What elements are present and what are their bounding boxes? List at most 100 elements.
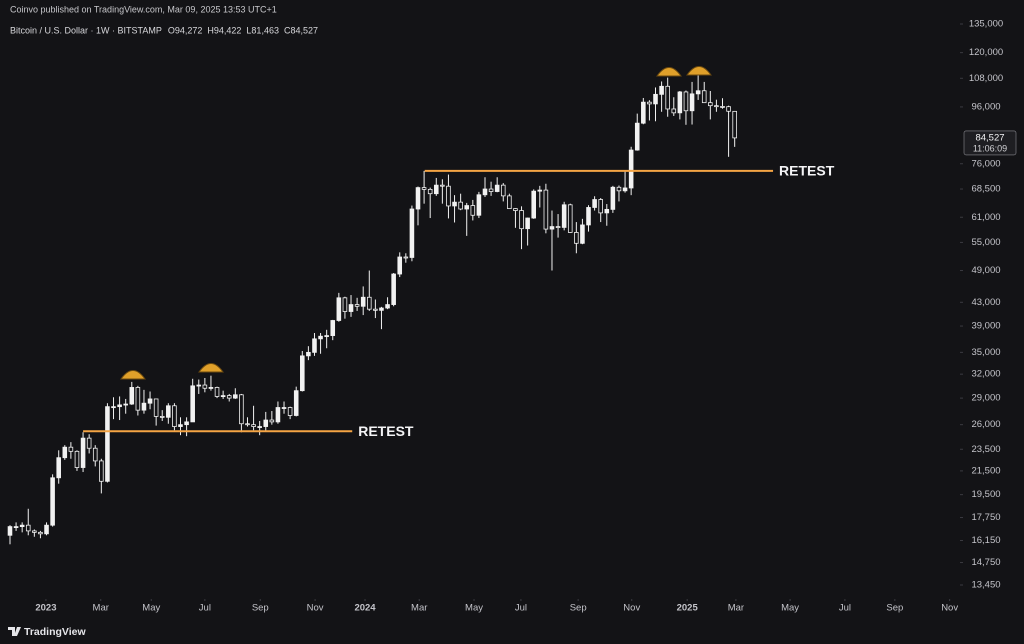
y-tick-label: 43,000 [971,297,1000,308]
candle-body [549,226,555,230]
brand-logo [8,627,21,636]
candle-body [92,447,98,462]
y-tick-label: 35,000 [971,347,1000,358]
y-tick-label: 76,000 [971,158,1000,169]
candle-body [683,91,689,112]
candle-body [421,187,427,190]
y-tick-label: 55,000 [971,237,1000,248]
candle-body [263,419,269,427]
candle-body [671,108,677,114]
candle-body [403,256,409,259]
candle-body [19,524,25,527]
candle-body [433,184,439,195]
candle-body [567,204,573,233]
retest-label: RETEST [779,163,835,179]
candle-body [628,149,634,189]
candle-body [379,307,384,311]
candle-body [269,419,275,423]
candle-body [446,185,451,207]
x-tick-label: Nov [623,603,640,614]
candle-body [659,85,664,95]
y-tick-label: 29,000 [971,393,1000,404]
candle-body [507,195,512,210]
candle-body [701,90,707,104]
candle-body [653,93,658,105]
retest-label: RETEST [358,423,414,439]
candle-body [293,390,299,416]
x-tick-label: Sep [886,603,903,614]
y-tick-label: 23,500 [971,444,1000,455]
candle-body [117,404,122,408]
candle-body [129,387,135,405]
price-tag [963,130,1017,156]
x-tick-label: Jul [199,603,211,614]
candle-body [476,194,482,216]
candle-body [647,101,652,105]
candle-body [330,320,336,336]
x-tick-label: Mar [93,603,109,614]
candle-body [464,205,470,210]
candle-body [641,101,646,124]
top-marker [656,67,682,77]
candle-body [68,446,74,452]
candle-body [726,106,731,112]
candle-body [452,201,457,207]
y-tick-label: 108,000 [969,73,1003,84]
y-tick-label: 120,000 [969,47,1003,58]
candle-body [366,296,372,310]
candle-body [147,398,153,404]
ohlc-value: O94,272 [168,25,203,35]
candle-body [695,90,701,95]
candle-body [239,394,244,425]
y-tick-label: 14,750 [971,557,1000,568]
x-tick-label: May [781,603,799,614]
candle-body [732,110,737,139]
plot-area: 135,000 120,000 108,000 96,000 76,000 68,500 6… [7,19,1017,614]
x-tick-label: May [465,603,483,614]
candle-body [275,407,281,423]
candle-body [342,297,348,312]
x-tick-label: Mar [728,603,744,614]
candle-body [586,207,591,226]
candle-body [714,105,719,108]
candle-body [202,384,208,389]
candle-body [708,102,713,107]
candle-body [257,426,262,428]
candle-body [318,335,323,340]
candle-body [50,477,55,526]
candle-body [306,351,311,357]
candle-body [354,304,360,307]
candle-body [555,226,561,228]
candle-body [7,526,13,536]
candle-body [56,457,61,479]
candle-body [360,296,366,307]
footer: TradingView [8,626,86,638]
candle-body [610,186,616,210]
top-marker [198,363,224,373]
candle-body [616,186,622,192]
candle-body [561,204,567,228]
candle-body [488,188,494,192]
candle-body [13,526,19,528]
candle-body [123,403,128,406]
candle-body [190,385,195,423]
candle-body [135,387,141,411]
x-tick-label: Mar [411,603,427,614]
x-tick-label: Sep [570,603,587,614]
ohlc-value: C84,527 [284,25,318,35]
candle-body [500,184,506,197]
x-tick-label: 2025 [677,603,699,614]
candle-body [25,524,31,532]
ohlc-value: H94,422 [207,25,241,35]
candle-body [622,187,628,192]
candle-body [494,184,500,192]
y-tick-label: 21,500 [971,465,1000,476]
candle-body [178,424,183,427]
candle-body [415,187,421,210]
candle-body [336,297,342,321]
candle-body [226,395,232,399]
candle-body [677,91,683,114]
y-tick-label: 16,150 [971,535,1000,546]
